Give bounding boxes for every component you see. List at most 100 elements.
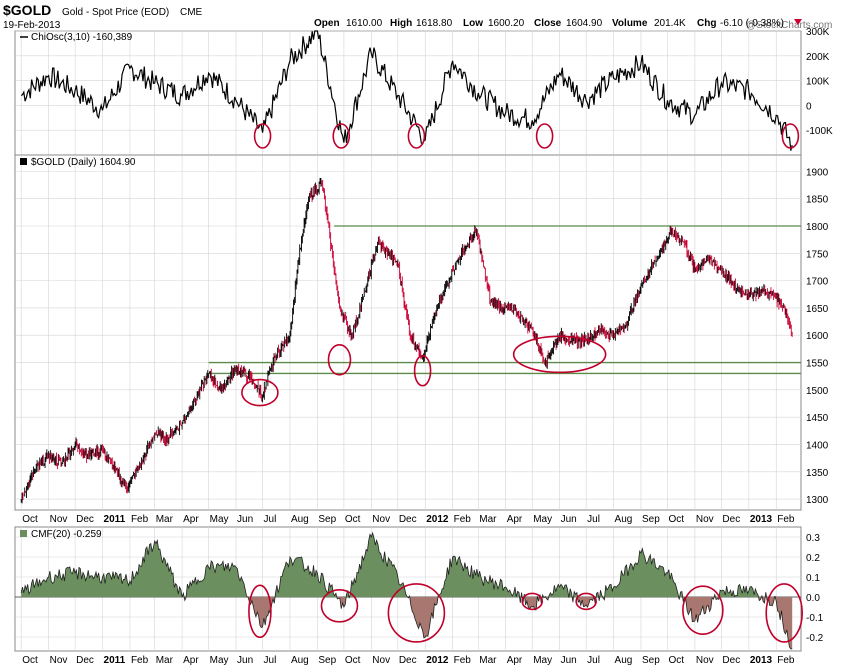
x-tick-label: Jul [587, 514, 600, 525]
cmf-positive-area [21, 533, 793, 597]
y-tick-label: 0.2 [806, 553, 820, 564]
oscillator-panel: 300K 200K 100K 0 -100K ChiOsc(3,10) -160,389 [14, 27, 833, 156]
x-tick-label: Jul [587, 655, 600, 666]
low-value: 1600.20 [488, 18, 525, 29]
x-tick-label: Oct [22, 655, 38, 666]
x-tick-label: 2012 [426, 655, 449, 666]
x-tick-label: 2011 [104, 655, 126, 666]
price-bars [20, 178, 793, 504]
cmf-line [20, 531, 793, 650]
y-tick-label: 1300 [806, 495, 829, 506]
x-tick-label: May [533, 514, 552, 525]
chart-header: $GOLD Gold - Spot Price (EOD) CME 19-Feb… [3, 2, 832, 31]
open-label: Open [314, 18, 340, 29]
x-tick-label: Feb [454, 514, 472, 525]
support-resistance-lines [208, 225, 801, 375]
annotation-circle [682, 585, 724, 636]
x-tick-label: Dec [399, 655, 417, 666]
y-tick-label: 0.1 [806, 573, 820, 584]
y-tick-label: 200K [806, 52, 830, 63]
x-tick-label: Jul [264, 655, 277, 666]
x-tick-label: Mar [156, 655, 174, 666]
oscillator-y-axis: 300K 200K 100K 0 -100K [806, 27, 833, 137]
y-tick-label: 1650 [806, 304, 829, 315]
x-tick-label: Dec [76, 514, 94, 525]
y-tick-label: 100K [806, 77, 830, 88]
y-tick-label: 1550 [806, 359, 829, 370]
x-tick-label: Jun [237, 514, 253, 525]
x-tick-label: Apr [183, 514, 199, 525]
annotation-circle [521, 592, 544, 611]
y-tick-label: 1600 [806, 331, 829, 342]
x-tick-label: Sep [318, 514, 336, 525]
cmf-legend: CMF(20) -0.259 [31, 529, 102, 540]
annotation-circle [332, 123, 351, 149]
x-tick-label: 2013 [750, 514, 773, 525]
x-tick-label: May [210, 655, 229, 666]
high-value: 1618.80 [416, 18, 453, 29]
x-tick-label: Aug [291, 655, 309, 666]
annotation-circle [248, 584, 272, 639]
y-tick-label: 1900 [806, 167, 829, 178]
y-tick-label: 1850 [806, 195, 829, 206]
close-label: Close [534, 18, 562, 29]
oscillator-legend: ChiOsc(3,10) -160,389 [31, 32, 133, 43]
low-label: Low [463, 18, 483, 29]
close-value: 1604.90 [566, 18, 603, 29]
date-label: 19-Feb-2013 [3, 20, 61, 31]
x-tick-label: Dec [722, 655, 740, 666]
exchange-label: CME [180, 7, 203, 18]
x-tick-label: Dec [76, 655, 94, 666]
annotation-circle [765, 583, 804, 643]
y-tick-label: 0.3 [806, 533, 820, 544]
annotation-circle [575, 592, 597, 611]
x-tick-label: Mar [479, 655, 497, 666]
x-tick-label: Feb [777, 655, 795, 666]
oscillator-circles [253, 123, 800, 149]
annotation-circle [512, 335, 607, 374]
annotation-circle [407, 123, 426, 149]
x-tick-label: Nov [696, 514, 714, 525]
x-tick-label: Mar [479, 514, 497, 525]
open-value: 1610.00 [346, 18, 383, 29]
ohlc-readout: Open 1610.00 High 1618.80 Low 1600.20 Cl… [314, 18, 802, 29]
x-tick-label: 2012 [426, 514, 449, 525]
x-tick-label: Aug [615, 655, 633, 666]
x-tick-label: Oct [668, 514, 684, 525]
x-tick-label: Feb [131, 655, 149, 666]
volume-value: 201.4K [654, 18, 686, 29]
watermark: @StockCharts.com [746, 20, 832, 31]
annotation-circle [413, 354, 432, 387]
y-tick-label: 1350 [806, 468, 829, 479]
price-circles [241, 335, 607, 407]
cmf-legend-swatch [20, 530, 27, 537]
x-tick-label: Feb [454, 655, 472, 666]
x-tick-label: Jun [561, 514, 577, 525]
x-tick-label: Nov [696, 655, 714, 666]
x-tick-label: Sep [642, 655, 660, 666]
down-arrow-icon [794, 19, 802, 25]
x-tick-label: Oct [668, 655, 684, 666]
annotation-circle [387, 583, 446, 643]
cmf-y-axis: 0.3 0.2 0.1 0.0 -0.1 -0.2 [806, 533, 824, 644]
y-tick-label: -100K [806, 126, 833, 137]
y-tick-label: 1400 [806, 440, 829, 451]
x-tick-label: Aug [291, 514, 309, 525]
x-tick-label: Oct [22, 514, 38, 525]
price-frame [14, 154, 802, 511]
x-tick-label: Feb [131, 514, 149, 525]
price-panel: 1900 1850 1800 1750 1700 1650 1600 1550 1500 1450… [14, 154, 829, 511]
chg-label: Chg [697, 18, 716, 29]
symbol-label: $GOLD [3, 2, 51, 18]
y-tick-label: -0.1 [806, 613, 824, 624]
price-y-axis: 1900 1850 1800 1750 1700 1650 1600 1550 1500 1450… [806, 167, 829, 506]
oscillator-grid [15, 30, 801, 155]
x-tick-label: Sep [642, 514, 660, 525]
x-tick-label: Dec [399, 514, 417, 525]
y-tick-label: 0.0 [806, 593, 820, 604]
volume-label: Volume [612, 18, 648, 29]
y-tick-label: 300K [806, 27, 830, 38]
oscillator-line [20, 30, 793, 151]
annotation-circle [253, 123, 272, 149]
